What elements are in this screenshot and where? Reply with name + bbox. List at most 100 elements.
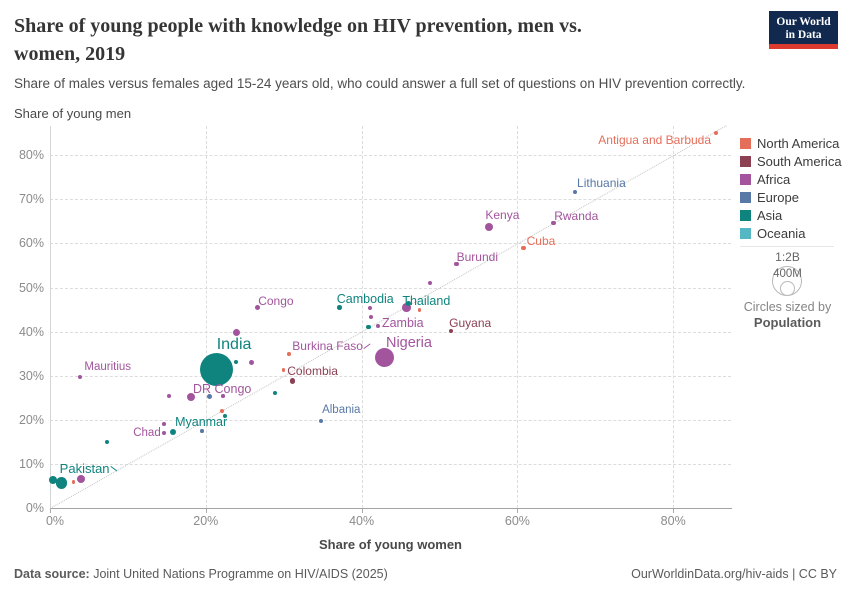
data-point-burundi[interactable] [454, 261, 459, 267]
point-label-antigua-and-barbuda: Antigua and Barbuda [598, 133, 712, 148]
data-point-africa[interactable] [161, 422, 166, 426]
y-tick-label: 0% [25, 501, 44, 515]
point-label-lithuania: Lithuania [577, 175, 626, 190]
data-point-rwanda[interactable] [550, 220, 556, 226]
size-legend-caption: Circles sized by [743, 300, 832, 314]
y-gridline [50, 375, 731, 377]
size-legend-inner-circle [780, 281, 795, 296]
y-gridline [50, 199, 731, 201]
data-point-europe[interactable] [207, 394, 213, 400]
size-legend-inner-label: 400M [773, 268, 802, 280]
data-point-cambodia[interactable] [337, 305, 343, 311]
point-label-cambodia: Cambodia [336, 291, 394, 306]
legend-separator [740, 246, 834, 247]
data-point-asia[interactable] [104, 439, 109, 444]
data-point-africa[interactable] [77, 474, 86, 483]
data-point-chad[interactable] [161, 430, 166, 436]
legend-swatch [740, 191, 751, 203]
legend-item-asia[interactable]: Asia [740, 208, 842, 222]
data-point-lithuania[interactable] [572, 189, 578, 194]
legend-swatch [740, 137, 751, 149]
data-point-colombia[interactable] [289, 378, 295, 384]
x-tick-mark [361, 509, 363, 513]
point-label-colombia: Colombia [287, 363, 338, 378]
data-point-africa[interactable] [368, 315, 373, 320]
legend-label: North America [757, 135, 840, 151]
label-pointer [111, 465, 118, 473]
data-point-asia[interactable] [234, 360, 239, 365]
point-label-guyana: Guyana [449, 316, 492, 331]
data-point-cuba[interactable] [521, 245, 526, 250]
data-point-mauritius[interactable] [78, 375, 83, 380]
x-tick-mark [673, 509, 675, 513]
x-tick-label: 40% [349, 514, 375, 528]
y-gridline [50, 463, 731, 465]
legend-item-south-america[interactable]: South America [740, 154, 842, 168]
legend-swatch [740, 173, 751, 185]
data-point-asia[interactable] [48, 476, 58, 485]
data-point-africa[interactable] [221, 394, 225, 398]
legend-swatch [740, 155, 751, 167]
data-point-antigua-and-barbuda[interactable] [714, 131, 719, 136]
data-point-myanmar[interactable] [170, 429, 177, 436]
x-gridline [673, 126, 675, 508]
data-point-asia[interactable] [366, 324, 371, 330]
y-gridline [50, 419, 731, 421]
legend-item-africa[interactable]: Africa [740, 172, 842, 186]
data-source-text: Joint United Nations Programme on HIV/AI… [89, 567, 388, 581]
x-gridline [205, 126, 207, 508]
legend-item-europe[interactable]: Europe [740, 190, 842, 204]
point-label-mauritius: Mauritius [84, 361, 132, 374]
data-point-north-america[interactable] [287, 352, 291, 356]
data-point-africa[interactable] [232, 329, 240, 337]
legend-item-north-america[interactable]: North America [740, 136, 842, 150]
data-point-thailand[interactable] [405, 301, 411, 307]
data-point-congo[interactable] [254, 305, 260, 311]
data-source: Data source: Joint United Nations Progra… [14, 567, 388, 581]
data-point-europe[interactable] [200, 429, 204, 433]
x-tick-label: 80% [660, 514, 686, 528]
data-point-nigeria[interactable] [375, 347, 395, 367]
data-point-africa[interactable] [402, 303, 412, 313]
data-point-kenya[interactable] [485, 223, 494, 232]
owid-logo[interactable]: Our World in Data [769, 11, 838, 49]
data-point-africa[interactable] [368, 305, 373, 310]
legend-label: Africa [757, 171, 791, 187]
data-point-asia[interactable] [223, 413, 228, 419]
y-gridline [50, 331, 731, 333]
x-tick-mark [517, 509, 519, 513]
data-point-africa[interactable] [428, 281, 433, 286]
data-point-guyana[interactable] [448, 328, 454, 334]
data-point-india[interactable] [200, 352, 234, 386]
data-point-africa[interactable] [167, 393, 172, 398]
data-point-albania[interactable] [319, 419, 324, 424]
data-point-north-america[interactable] [220, 409, 225, 413]
attribution-link[interactable]: OurWorldinData.org/hiv-aids | CC BY [631, 567, 837, 581]
y-tick-label: 30% [18, 368, 44, 383]
point-label-congo: Congo [258, 293, 294, 308]
title-line-2: women, 2019 [14, 43, 126, 65]
data-point-asia[interactable] [273, 390, 278, 395]
y-gridline [50, 155, 731, 157]
point-label-kenya: Kenya [485, 208, 520, 223]
point-label-burkina-faso: Burkina Faso [292, 340, 371, 353]
data-point-north-america[interactable] [282, 368, 286, 372]
x-tick-mark [205, 509, 207, 513]
x-axis-title: Share of young women [318, 537, 462, 552]
y-gridline [50, 243, 731, 245]
data-point-africa[interactable] [249, 360, 255, 366]
data-point-north-america[interactable] [71, 480, 76, 484]
point-label-nigeria: Nigeria [385, 335, 432, 352]
owid-logo-text-1: Our World [776, 16, 831, 28]
data-point-pakistan[interactable] [55, 477, 68, 489]
data-point-dr-congo[interactable] [186, 392, 196, 402]
data-point-zambia[interactable] [375, 323, 381, 329]
size-legend-caption-emphasis: Population [753, 315, 822, 330]
page-title: Share of young people with knowledge on … [14, 12, 774, 68]
legend-item-oceania[interactable]: Oceania [740, 226, 842, 240]
point-label-burundi: Burundi [456, 250, 498, 265]
data-point-north-america[interactable] [417, 308, 421, 312]
x-tick-label: 20% [193, 514, 219, 528]
y-tick-label: 40% [18, 324, 44, 339]
